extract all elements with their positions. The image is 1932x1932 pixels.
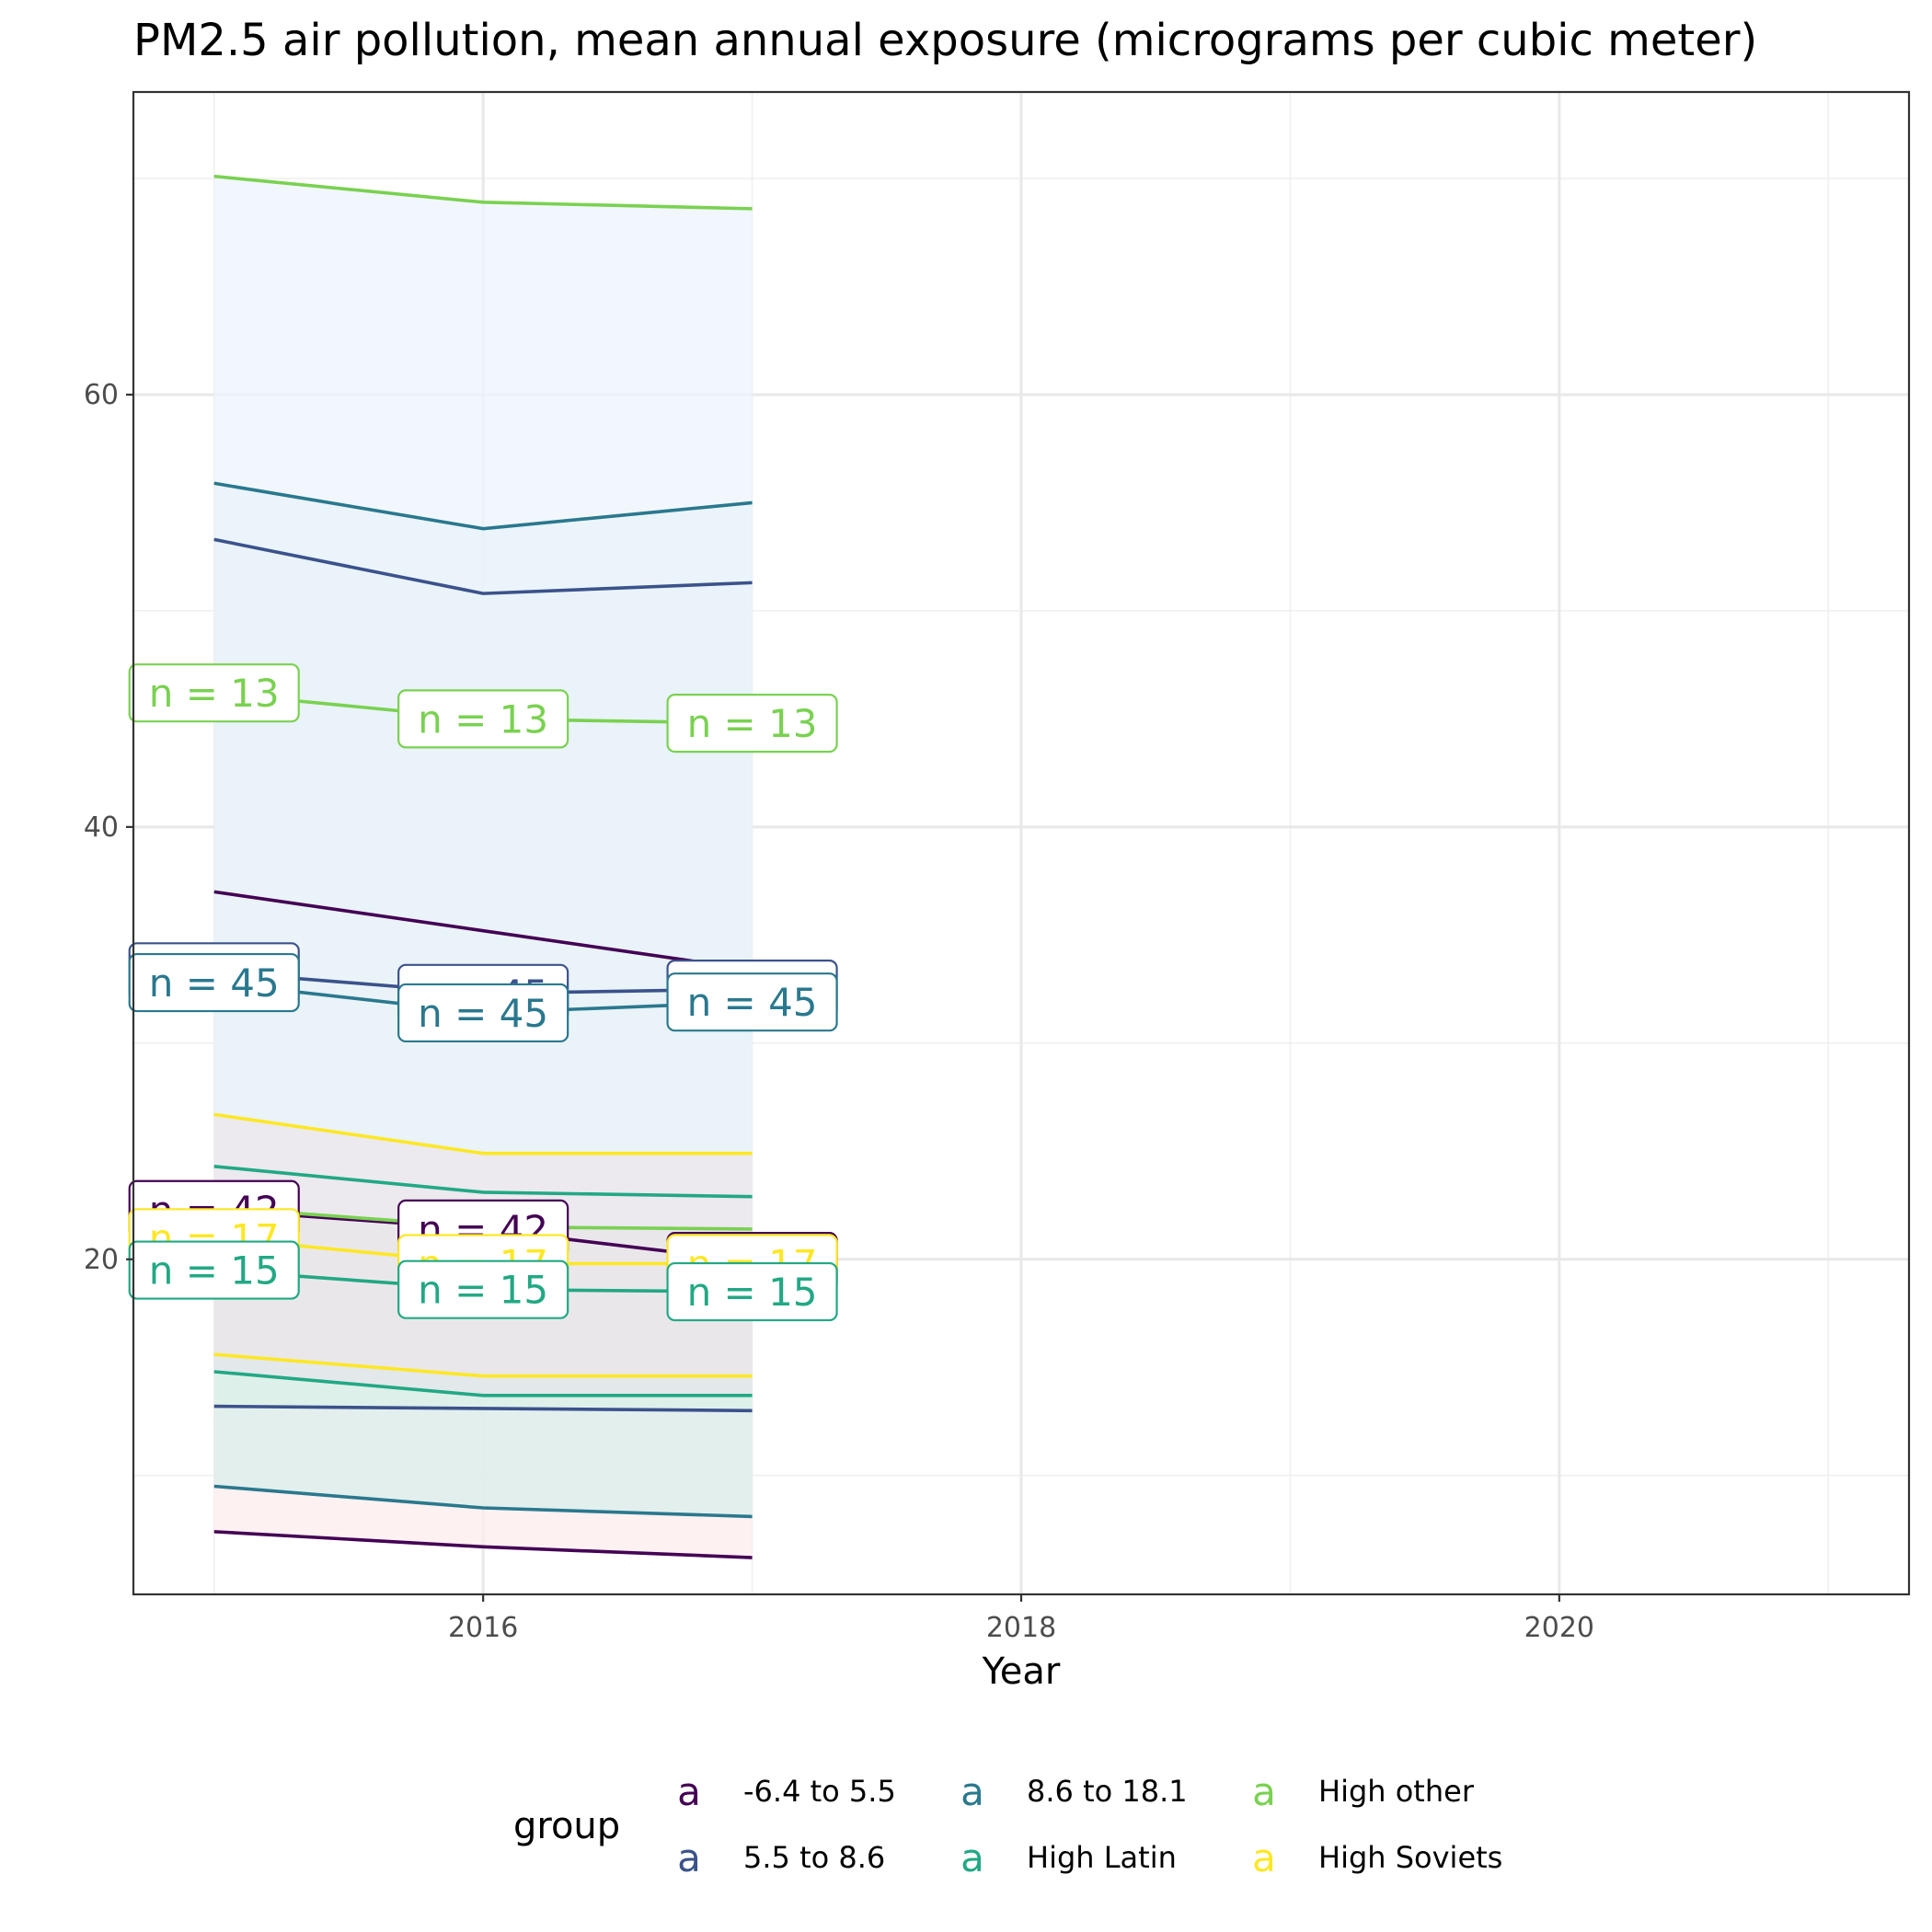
- upper-line-series-0: [213, 890, 753, 972]
- n-label: n = 45: [687, 980, 818, 1025]
- n-label: n = 45: [418, 991, 548, 1036]
- n-label: n = 13: [149, 671, 280, 716]
- line-layer: [213, 174, 753, 1559]
- plot-panel: n = 42n = 42n = 42n = 17n = 17n = 17n = …: [128, 90, 1911, 1596]
- y-tick-label: 60: [84, 379, 119, 411]
- legend-key-glyph: a: [1252, 1835, 1276, 1880]
- legend-item-label: High Soviets: [1318, 1840, 1502, 1875]
- n-label-box: [397, 983, 569, 1043]
- lower-line-series-2: [213, 1484, 753, 1519]
- n-label-box: [666, 693, 838, 753]
- x-tick-label: 2018: [986, 1612, 1056, 1644]
- legend-key-glyph: a: [677, 1769, 701, 1814]
- upper-line-series-1: [213, 537, 753, 595]
- legend-key-glyph: a: [677, 1835, 701, 1880]
- n-label: n = 15: [418, 1268, 548, 1313]
- x-tick-label: 2016: [448, 1612, 518, 1644]
- upper-line-series-3: [213, 1164, 753, 1199]
- n-label-box: [666, 1261, 838, 1322]
- upper-line-series-2: [213, 481, 753, 531]
- legend-key-glyph: a: [960, 1769, 984, 1814]
- y-tick-label: 40: [84, 811, 119, 844]
- legend-item-label: 5.5 to 8.6: [743, 1840, 885, 1875]
- n-label-box: [397, 1259, 569, 1319]
- lower-line-series-3: [213, 1370, 753, 1397]
- x-tick-label: 2020: [1524, 1612, 1594, 1644]
- n-label-box: [397, 689, 569, 749]
- n-label-box: [128, 1240, 300, 1300]
- upper-line-series-5: [213, 1112, 753, 1156]
- n-label-box: [666, 972, 838, 1032]
- n-label: n = 13: [418, 696, 548, 742]
- lower-line-series-5: [213, 1352, 753, 1378]
- lower-line-series-1: [213, 1404, 753, 1413]
- legend-key-glyph: a: [1252, 1769, 1276, 1814]
- n-label: n = 13: [687, 701, 818, 746]
- axes: 20 40 60 2016 2018 2020: [84, 379, 1594, 1644]
- upper-line-series-4: [213, 174, 753, 211]
- n-label-layer: n = 42n = 42n = 42n = 17n = 17n = 17n = …: [128, 663, 838, 1322]
- legend-key-glyph: a: [960, 1835, 984, 1880]
- legend: group a -6.4 to 5.5 a 5.5 to 8.6 a 8.6 to 18.…: [513, 1769, 1502, 1880]
- legend-item-label: 8.6 to 18.1: [1027, 1774, 1188, 1809]
- n-label: n = 15: [687, 1270, 818, 1315]
- n-label-box: [128, 663, 300, 723]
- legend-title: group: [513, 1805, 620, 1847]
- n-label-box: [128, 952, 300, 1013]
- n-label: n = 15: [149, 1248, 280, 1294]
- y-tick-label: 20: [84, 1244, 119, 1276]
- x-axis-title: Year: [982, 1650, 1061, 1693]
- chart-title: PM2.5 air pollution, mean annual exposur…: [133, 15, 1757, 66]
- legend-item-label: High other: [1318, 1774, 1475, 1809]
- lower-line-series-0: [213, 1530, 753, 1559]
- ribbon-layer: [213, 176, 753, 1558]
- legend-item-label: High Latin: [1027, 1840, 1177, 1875]
- n-label: n = 45: [149, 960, 280, 1006]
- legend-item-label: -6.4 to 5.5: [743, 1774, 896, 1809]
